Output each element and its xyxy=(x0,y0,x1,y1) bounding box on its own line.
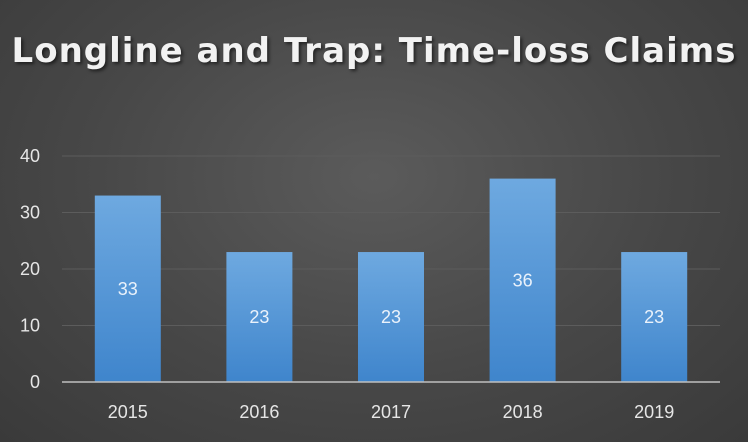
bar xyxy=(489,178,556,382)
x-tick-label: 2016 xyxy=(239,402,279,422)
y-tick-label: 10 xyxy=(20,316,40,336)
data-label: 33 xyxy=(118,279,138,299)
x-tick-label: 2017 xyxy=(371,402,411,422)
chart-title: Longline and Trap: Time-loss Claims xyxy=(11,31,737,71)
data-label: 23 xyxy=(644,307,664,327)
data-label: 36 xyxy=(513,270,533,290)
x-tick-label: 2018 xyxy=(503,402,543,422)
bar xyxy=(621,252,688,382)
y-tick-label: 0 xyxy=(30,372,40,392)
bar xyxy=(94,195,161,382)
y-tick-label: 20 xyxy=(20,259,40,279)
data-label: 23 xyxy=(381,307,401,327)
y-tick-label: 30 xyxy=(20,203,40,223)
data-label: 23 xyxy=(249,307,269,327)
x-tick-label: 2019 xyxy=(634,402,674,422)
x-tick-label: 2015 xyxy=(108,402,148,422)
bar xyxy=(226,252,293,382)
y-tick-label: 40 xyxy=(20,146,40,166)
bar xyxy=(358,252,424,382)
